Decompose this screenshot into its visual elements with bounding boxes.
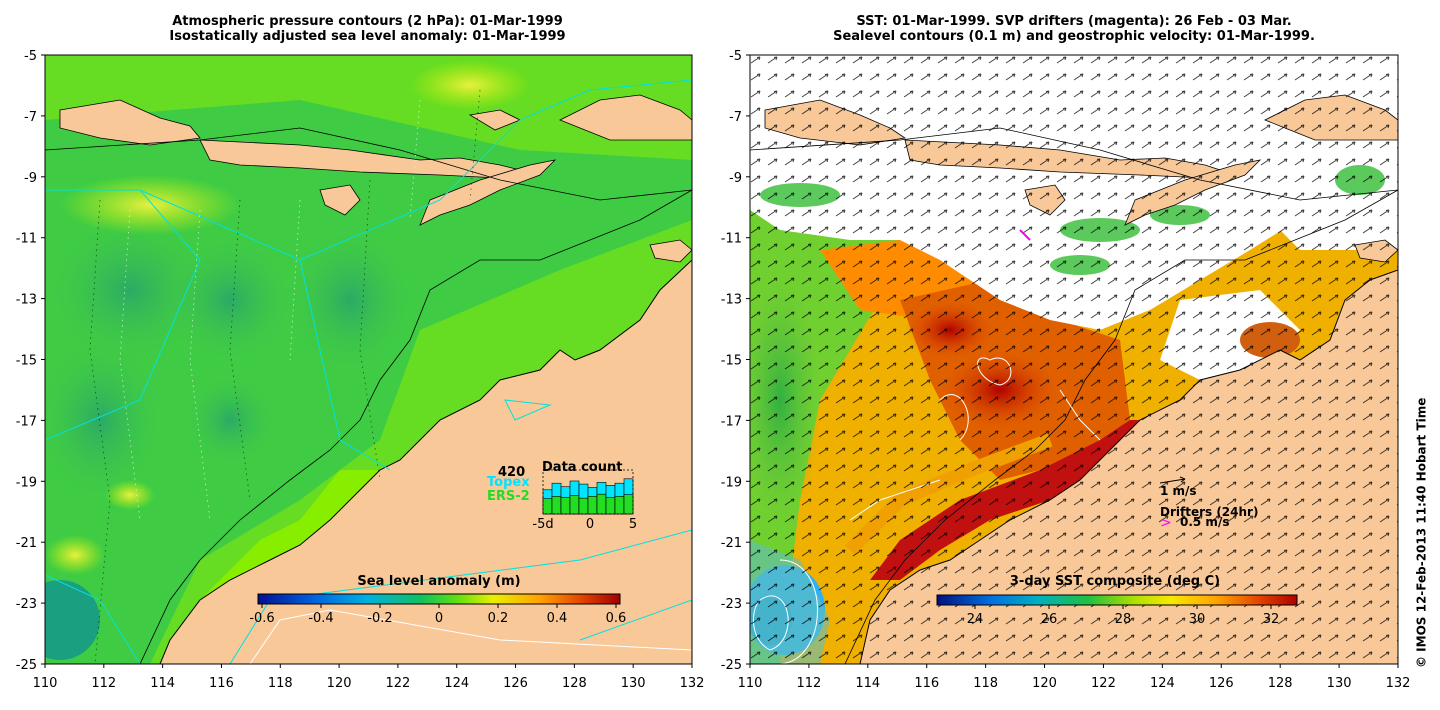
left-colorbar-label: 0.4 [547,611,568,626]
left-colorbar: -0.6 -0.4 -0.2 0 0.2 0.4 0.6 [249,593,627,626]
right-colorbar-title: 3-day SST composite (deg C) [1010,574,1220,589]
left-ytick-label: -5 [24,49,37,64]
right-xtick-label: 114 [855,676,880,691]
right-ytick-label: -5 [729,49,742,64]
left-ytick-label: -13 [16,293,37,308]
right-ytick-label: -11 [721,232,742,247]
left-axes: -5 -7 -9 -11 -13 -15 -17 -19 -21 -23 -25 110 112 114 1… [16,49,705,691]
left-colorbar-title: Sea level anomaly (m) [357,574,520,589]
right-colorbar-label: 24 [967,612,984,627]
right-ytick-label: -9 [729,171,742,186]
left-xtick-label: 126 [503,676,528,691]
left-xtick-label: 122 [385,676,410,691]
data-count-bar-ers2 [614,496,625,515]
right-ytick-label: -23 [721,597,742,612]
drifters-scale-label: 0.5 m/s [1180,515,1229,529]
right-xtick-label: 128 [1268,676,1293,691]
right-ytick-label: -15 [721,354,742,369]
velocity-legend: 1 m/s Drifters (24hr) > 0.5 m/s [1159,476,1258,531]
drifter-arrow-icon: > [1160,515,1172,531]
left-colorbar-label: -0.6 [249,611,274,626]
right-xtick-label: 122 [1091,676,1116,691]
right-ytick-label: -17 [721,414,742,429]
left-xtick-label: 112 [91,676,116,691]
left-ytick-label: -21 [16,536,37,551]
data-count-bar-ers2 [560,496,571,515]
right-colorbar-label: 30 [1189,612,1206,627]
data-count-bar-ers2 [587,496,598,515]
data-count-bar-ers2 [578,497,589,515]
right-xtick-label: 110 [738,676,763,691]
right-xtick-label: 124 [1150,676,1175,691]
left-colorbar-label: -0.4 [308,611,333,626]
left-title-line1: Atmospheric pressure contours (2 hPa): 0… [172,14,563,29]
left-xtick-label: 128 [562,676,587,691]
right-ytick-label: -21 [721,536,742,551]
right-colorbar: 24 26 28 30 32 [936,594,1298,627]
right-xtick-label: 112 [796,676,821,691]
data-count-bar-ers2 [605,496,616,515]
data-count-bar-ers2 [569,495,580,515]
right-xtick-label: 116 [914,676,939,691]
left-ytick-label: -25 [16,658,37,673]
data-count-max-label: 420 [498,465,525,480]
right-colorbar-label: 32 [1263,612,1280,627]
right-axes: -5 -7 -9 -11 -13 -15 -17 -19 -21 -23 -25 110 112 114 1… [721,49,1411,691]
right-ytick-label: -13 [721,293,742,308]
data-count-bar-ers2 [551,496,562,515]
data-count-xtick-1: 0 [586,517,594,532]
left-xtick-label: 110 [33,676,58,691]
left-ytick-label: -23 [16,597,37,612]
right-ytick-label: -25 [721,658,742,673]
left-xtick-label: 120 [327,676,352,691]
right-xtick-label: 132 [1386,676,1411,691]
data-count-series-topex: Topex [487,475,530,490]
right-title-line2: Sealevel contours (0.1 m) and geostrophi… [833,29,1315,44]
right-ytick-label: -19 [721,475,742,490]
data-count-series-ers2: ERS-2 [487,489,530,504]
data-count-inset: Data count 420 Topex ERS-2 -5d 0 5 [487,460,637,532]
right-title-line1: SST: 01-Mar-1999. SVP drifters (magenta)… [856,14,1292,29]
left-xtick-label: 124 [444,676,469,691]
right-xtick-label: 130 [1327,676,1352,691]
left-ytick-label: -11 [16,232,37,247]
left-ytick-label: -7 [24,110,37,125]
right-xtick-label: 126 [1209,676,1234,691]
left-ytick-label: -9 [24,171,37,186]
velocity-scale-label: 1 m/s [1160,484,1197,498]
left-xtick-label: 130 [621,676,646,691]
left-map [45,55,692,664]
left-colorbar-label: 0.2 [488,611,509,626]
left-title-line2: Isostatically adjusted sea level anomaly… [169,29,566,44]
right-ytick-label: -7 [729,110,742,125]
left-ytick-label: -19 [16,475,37,490]
drifters-label: Drifters (24hr) [1160,505,1258,519]
left-xtick-label: 118 [268,676,293,691]
left-xtick-label: 114 [150,676,175,691]
right-map [750,55,1398,664]
data-count-title: Data count [542,460,622,475]
data-count-bar-ers2 [596,493,607,515]
right-xtick-label: 118 [973,676,998,691]
left-xtick-label: 132 [680,676,705,691]
right-colorbar-label: 26 [1041,612,1058,627]
right-colorbar-label: 28 [1115,612,1132,627]
data-count-xtick-0: -5d [532,517,553,532]
data-count-bar-ers2 [542,498,553,515]
left-xtick-label: 116 [209,676,234,691]
left-ytick-label: -15 [16,354,37,369]
data-count-bar-ers2 [623,494,634,515]
data-count-xtick-2: 5 [629,517,637,532]
left-ytick-label: -17 [16,414,37,429]
credit-text: © IMOS 12-Feb-2013 11:40 Hobart Time [1414,397,1428,668]
left-colorbar-label: 0 [435,611,443,626]
right-xtick-label: 120 [1032,676,1057,691]
left-colorbar-label: -0.2 [367,611,392,626]
left-colorbar-label: 0.6 [606,611,627,626]
